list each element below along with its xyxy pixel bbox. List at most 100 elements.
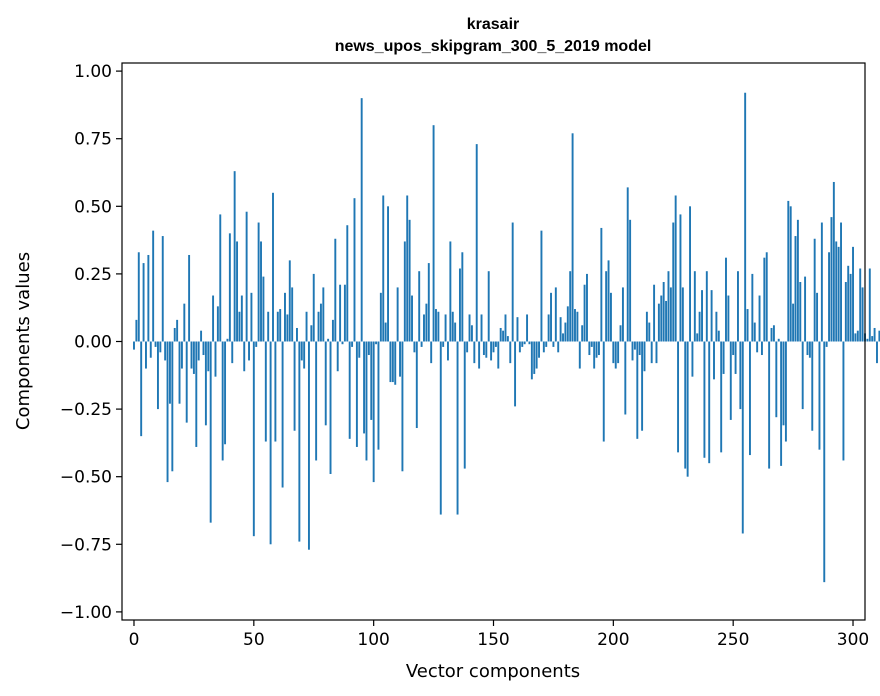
bar-263 bbox=[763, 257, 766, 342]
bar-74 bbox=[310, 325, 313, 342]
bar-174 bbox=[550, 292, 552, 342]
bar-41 bbox=[231, 341, 234, 364]
bar-44 bbox=[238, 311, 241, 342]
bar-105 bbox=[384, 322, 387, 342]
bar-233 bbox=[691, 341, 694, 377]
bar-203 bbox=[619, 325, 622, 342]
bar-61 bbox=[279, 309, 282, 342]
bar-96 bbox=[363, 341, 366, 434]
x-tick-label: 0 bbox=[129, 630, 140, 650]
bar-183 bbox=[571, 133, 574, 342]
bar-55 bbox=[264, 341, 267, 442]
bar-297 bbox=[844, 282, 847, 342]
bar-54 bbox=[262, 276, 265, 342]
bar-43 bbox=[236, 241, 239, 342]
bar-116 bbox=[411, 295, 413, 342]
bar-162 bbox=[521, 341, 524, 347]
bar-86 bbox=[339, 284, 342, 342]
bar-29 bbox=[202, 341, 205, 356]
bar-73 bbox=[307, 341, 310, 550]
bar-36 bbox=[219, 214, 222, 342]
x-axis-title: Vector components bbox=[406, 661, 580, 682]
bar-23 bbox=[188, 254, 191, 342]
bar-209 bbox=[633, 341, 636, 350]
bar-261 bbox=[758, 295, 761, 342]
bar-24 bbox=[190, 341, 193, 369]
bar-120 bbox=[420, 341, 423, 347]
bar-293 bbox=[835, 241, 838, 342]
y-tick-label: 0.75 bbox=[74, 130, 112, 150]
bar-1 bbox=[135, 319, 138, 342]
bar-152 bbox=[497, 341, 500, 369]
bar-248 bbox=[727, 295, 730, 342]
bar-8 bbox=[152, 230, 155, 342]
bar-285 bbox=[816, 292, 819, 342]
y-axis-ticks: 1.00 0.75 0.50 0.25 0.00 −0.25 −0.50 −0.75 −1.00 bbox=[60, 62, 122, 623]
bar-242 bbox=[713, 341, 715, 380]
bar-95 bbox=[360, 98, 363, 342]
y-tick-label: 1.00 bbox=[74, 62, 112, 82]
bar-243 bbox=[715, 311, 718, 342]
bar-280 bbox=[804, 276, 807, 342]
bar-38 bbox=[224, 341, 227, 445]
bar-59 bbox=[274, 341, 277, 442]
bar-11 bbox=[159, 341, 162, 353]
bar-257 bbox=[749, 341, 751, 456]
bar-283 bbox=[811, 341, 814, 431]
bar-287 bbox=[820, 222, 823, 342]
bar-170 bbox=[540, 230, 543, 342]
bar-153 bbox=[499, 327, 502, 342]
bar-246 bbox=[722, 341, 725, 374]
chart-subtitle: news_upos_skipgram_300_5_2019 model bbox=[335, 38, 652, 55]
bar-274 bbox=[789, 206, 792, 342]
bar-259 bbox=[753, 322, 756, 342]
bar-40 bbox=[228, 233, 231, 342]
bar-140 bbox=[468, 314, 471, 342]
bar-277 bbox=[796, 219, 799, 342]
bar-10 bbox=[156, 341, 159, 410]
bar-176 bbox=[554, 287, 557, 342]
bar-150 bbox=[492, 341, 495, 353]
bar-191 bbox=[590, 341, 593, 347]
bar-181 bbox=[566, 306, 569, 342]
bar-298 bbox=[847, 265, 850, 342]
bar-129 bbox=[442, 341, 445, 347]
bar-217 bbox=[653, 284, 656, 342]
bar-171 bbox=[542, 341, 545, 353]
bar-219 bbox=[657, 303, 660, 342]
bar-169 bbox=[538, 341, 540, 358]
bar-300 bbox=[852, 246, 854, 342]
bar-173 bbox=[547, 314, 550, 342]
bar-63 bbox=[284, 292, 286, 342]
y-tick-label: −0.25 bbox=[60, 400, 112, 420]
bar-273 bbox=[787, 200, 790, 342]
bar-92 bbox=[353, 198, 356, 342]
bar-139 bbox=[466, 341, 469, 353]
bar-281 bbox=[806, 341, 809, 356]
bar-258 bbox=[751, 273, 754, 342]
bar-21 bbox=[183, 303, 186, 342]
bar-88 bbox=[343, 284, 346, 342]
bar-250 bbox=[732, 341, 735, 356]
bar-32 bbox=[209, 341, 212, 523]
bar-80 bbox=[324, 341, 327, 426]
bar-137 bbox=[461, 252, 464, 342]
bar-228 bbox=[679, 214, 682, 342]
bar-226 bbox=[674, 195, 677, 342]
bar-276 bbox=[794, 236, 797, 342]
bar-125 bbox=[432, 125, 435, 342]
bar-109 bbox=[394, 341, 397, 385]
bar-193 bbox=[595, 341, 598, 358]
x-tick-label: 250 bbox=[717, 630, 749, 650]
bar-136 bbox=[458, 268, 461, 342]
bar-231 bbox=[686, 341, 689, 477]
bar-42 bbox=[233, 171, 236, 342]
bar-130 bbox=[444, 314, 447, 342]
bar-306 bbox=[866, 338, 869, 342]
bar-195 bbox=[600, 227, 603, 342]
bar-239 bbox=[705, 271, 708, 342]
bar-2 bbox=[137, 252, 140, 342]
bar-202 bbox=[617, 341, 620, 364]
bar-56 bbox=[267, 311, 270, 342]
bar-266 bbox=[770, 327, 773, 342]
